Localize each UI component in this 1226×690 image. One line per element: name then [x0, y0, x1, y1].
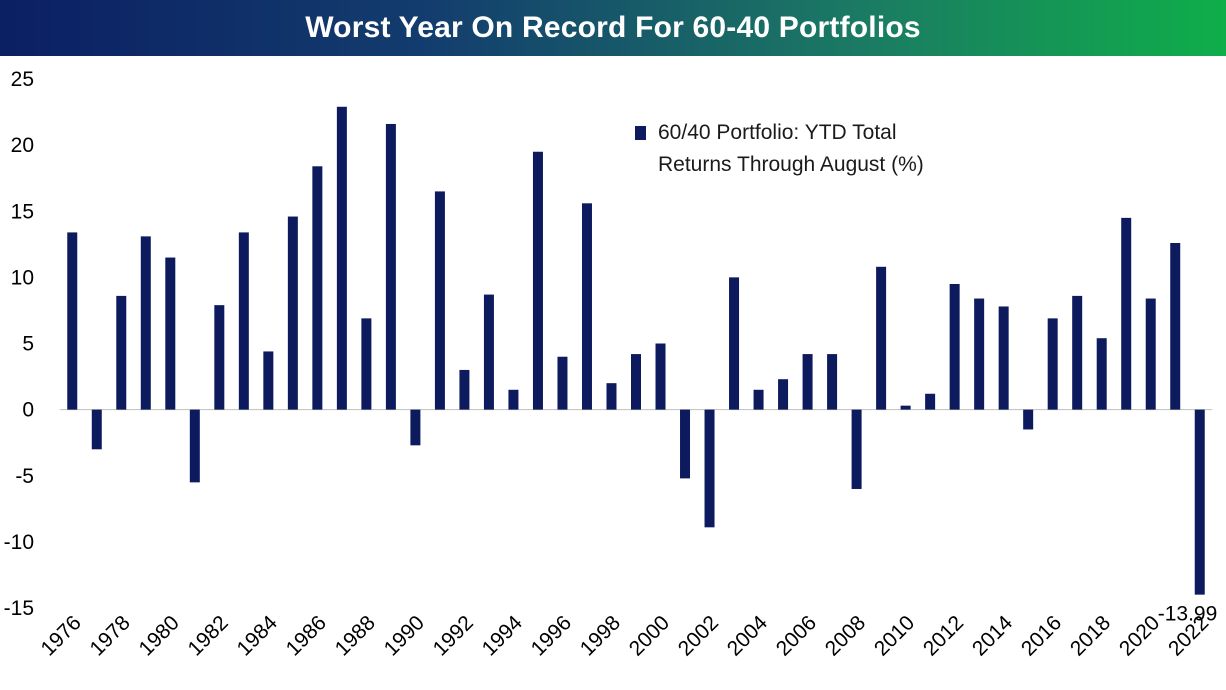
y-tick-label: 10	[11, 266, 34, 289]
bar-2016	[1047, 318, 1058, 410]
chart-title-bar: Worst Year On Record For 60-40 Portfolio…	[0, 0, 1226, 56]
bar-2013	[974, 298, 985, 410]
bar-2008	[851, 409, 862, 489]
bar-2009	[876, 266, 887, 410]
bar-1999	[631, 354, 641, 410]
y-tick-label: 20	[11, 134, 34, 157]
legend-label-line-2: Returns Through August (%)	[658, 153, 924, 176]
y-tick-label: 0	[22, 399, 34, 422]
bar-1982	[214, 305, 225, 410]
bar-1988	[361, 318, 372, 410]
x-tick-label: 1980	[135, 611, 184, 660]
bar-1992	[459, 369, 470, 410]
x-tick-label: 1984	[233, 611, 283, 661]
bar-2005	[778, 379, 789, 410]
y-tick-label: 25	[11, 68, 34, 91]
bar-2014	[998, 306, 1009, 410]
bar-2007	[827, 354, 838, 410]
x-tick-label: 2008	[821, 611, 870, 660]
bar-1991	[434, 191, 445, 410]
x-tick-label: 1978	[86, 611, 135, 660]
bar-1977	[91, 409, 102, 450]
bar-2006	[802, 354, 813, 410]
bar-1996	[557, 356, 568, 410]
bar-2003	[729, 277, 740, 410]
chart-title: Worst Year On Record For 60-40 Portfolio…	[305, 11, 921, 44]
x-tick-label: 2010	[870, 611, 919, 660]
x-tick-label: 2012	[919, 611, 968, 660]
bar-1998	[606, 383, 617, 410]
bar-1981	[189, 409, 200, 483]
bar-1986	[312, 166, 323, 410]
bar-1979	[140, 236, 151, 410]
bar-1990	[410, 409, 421, 446]
bar-2002	[704, 409, 715, 528]
x-tick-label: 2018	[1066, 611, 1115, 660]
x-tick-label: 2004	[723, 611, 773, 661]
bar-2015	[1023, 409, 1034, 430]
bar-1994	[508, 389, 519, 410]
y-tick-label: -5	[15, 465, 34, 488]
x-tick-label: 1998	[576, 611, 625, 660]
bar-2022	[1194, 409, 1205, 595]
y-tick-label: -10	[4, 531, 34, 554]
bar-1997	[581, 203, 592, 410]
x-tick-label: 1986	[282, 611, 331, 660]
bar-1980	[165, 257, 176, 410]
bar-1987	[336, 106, 347, 410]
bar-2020	[1145, 298, 1156, 410]
y-tick-label: 5	[22, 333, 34, 356]
y-tick-label: -15	[4, 597, 34, 620]
bar-2019	[1121, 217, 1132, 410]
x-tick-label: 1996	[527, 611, 576, 660]
x-tick-label: 1976	[36, 611, 85, 660]
x-tick-label: 2016	[1017, 611, 1066, 660]
y-tick-label: 15	[11, 200, 34, 223]
x-tick-label: 1988	[331, 611, 380, 660]
bar-1989	[385, 123, 396, 410]
bar-2000	[655, 343, 666, 410]
x-tick-label: 1992	[429, 611, 478, 660]
bar-2018	[1096, 338, 1107, 410]
bar-2011	[925, 393, 936, 410]
bar-2004	[753, 389, 764, 410]
x-tick-label: 2006	[772, 611, 821, 660]
bar-1978	[116, 295, 127, 410]
bar-2017	[1072, 295, 1083, 410]
x-tick-label: 2014	[968, 611, 1018, 661]
bar-1976	[67, 232, 78, 410]
legend-swatch	[635, 126, 646, 140]
bar-1985	[287, 216, 298, 410]
x-tick-label: 2000	[625, 611, 674, 660]
bar-2010	[900, 405, 911, 410]
legend-label-line-1: 60/40 Portfolio: YTD Total	[658, 121, 897, 144]
bar-1984	[263, 351, 274, 410]
x-tick-label: 2002	[674, 611, 723, 660]
data-label: -13.99	[1158, 603, 1218, 626]
bar-2021	[1170, 242, 1181, 410]
bar-1993	[483, 294, 494, 410]
bar-2001	[680, 409, 691, 479]
x-tick-label: 1982	[184, 611, 233, 660]
bar-1983	[238, 232, 249, 410]
bar-1995	[532, 151, 543, 410]
x-tick-label: 1994	[478, 611, 528, 661]
bar-2012	[949, 283, 960, 410]
x-tick-label: 1990	[380, 611, 429, 660]
